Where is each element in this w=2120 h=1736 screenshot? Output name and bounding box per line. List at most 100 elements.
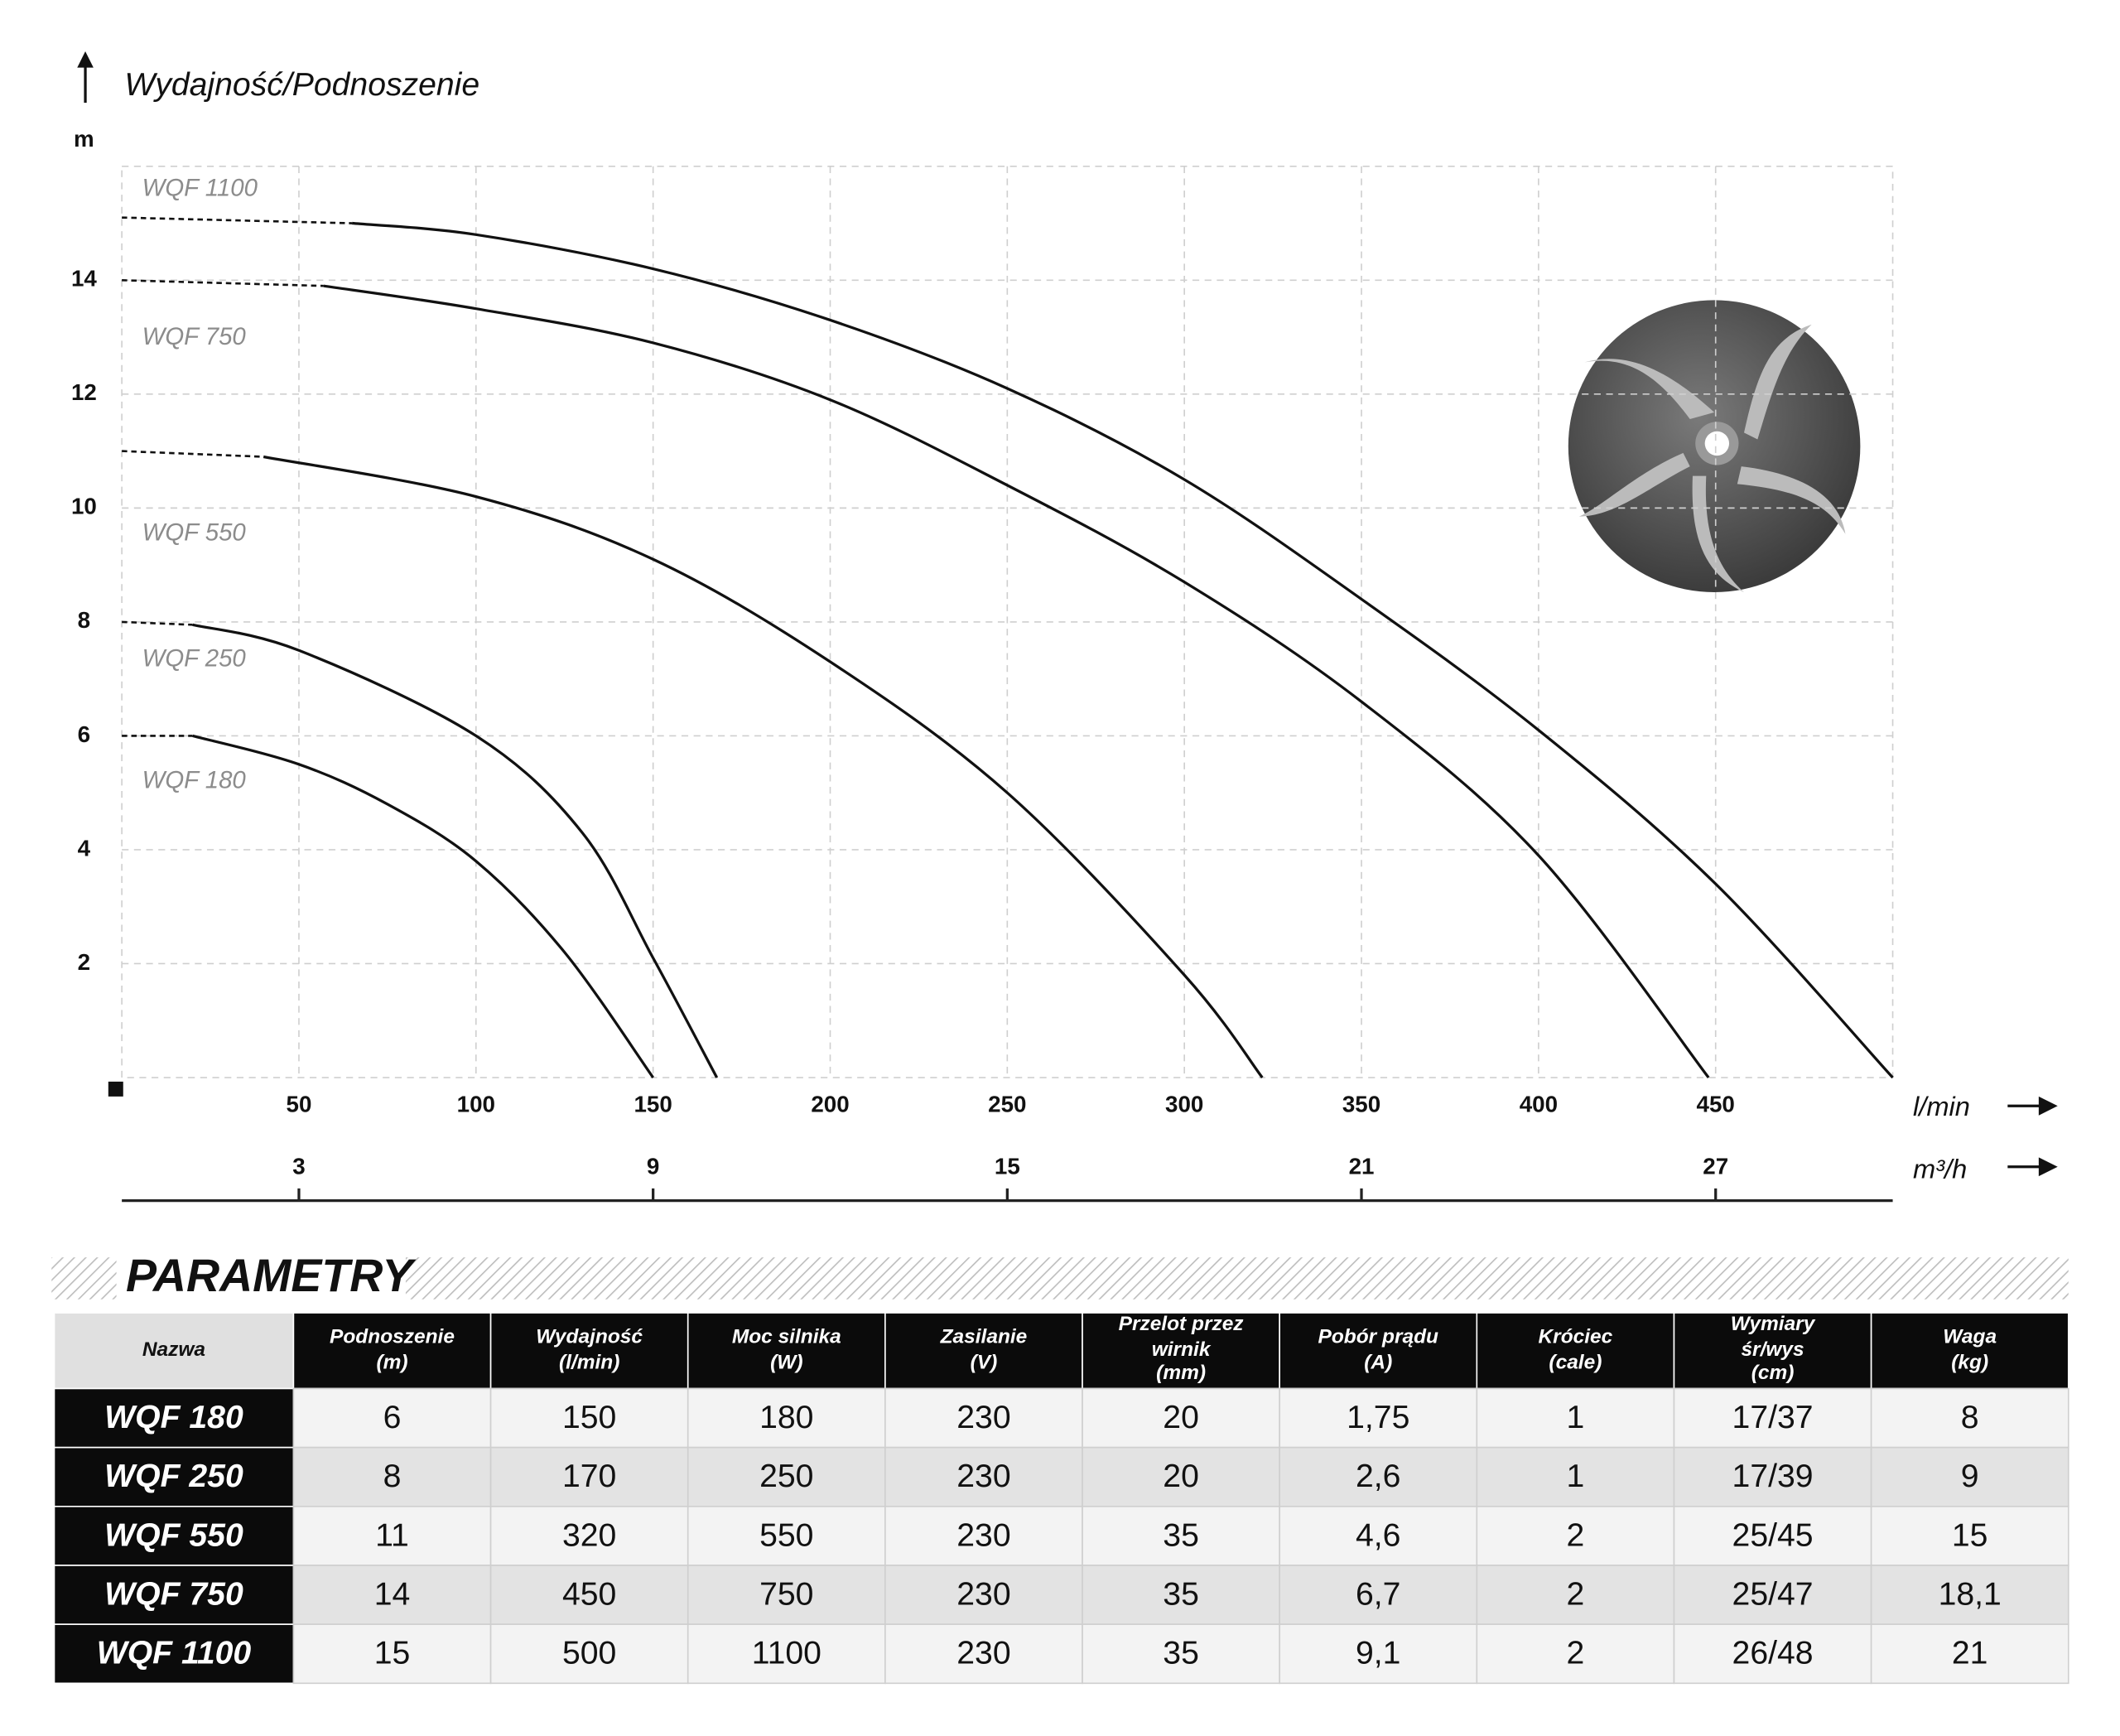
header-text: (kg) [1951,1352,1988,1374]
curve-extrapolated [122,216,353,224]
cell-text: 750 [759,1577,813,1613]
cell-text: 8 [383,1459,402,1494]
cell-text: 4,6 [1356,1517,1400,1553]
x2-tick-label: 15 [995,1154,1020,1179]
cell-text: 18,1 [1939,1577,2002,1613]
table-cell [1673,1446,1872,1507]
cell-text: 1,75 [1347,1400,1409,1435]
header-text: Podnoszenie [330,1326,455,1348]
cell-text: 20 [1163,1400,1199,1435]
x-tick-label: 50 [287,1092,312,1117]
cell-text: 1 [1567,1459,1585,1494]
header-text: Waga [1943,1326,1997,1348]
table-cell [687,1387,886,1449]
header-cell [884,1312,1083,1390]
table-cell [1870,1623,2069,1685]
cell-text: 26/48 [1732,1636,1814,1671]
curve [351,221,1894,1079]
header-text: Wymiary [1731,1313,1816,1335]
table-cell [1279,1623,1478,1685]
header-cell [1279,1312,1478,1390]
cell-text: 8 [1961,1400,1979,1435]
x-tick-label: 200 [811,1092,849,1117]
header-text: Króciec [1539,1326,1613,1348]
series-label: WQF 1100 [142,174,258,201]
x2-tick-label: 9 [647,1154,659,1179]
header-text: Zasilanie [940,1326,1028,1348]
cell-text: 2 [1567,1517,1585,1553]
header-cell [53,1312,295,1390]
x2-tick-label: 21 [1349,1154,1375,1179]
x-unit: l/min [1913,1091,1970,1121]
table-cell [489,1506,689,1566]
curve [263,455,1264,1079]
series-label: WQF 550 [142,519,247,547]
cell-text: 15 [374,1636,411,1671]
curve [192,734,654,1078]
row-name: WQF 750 [104,1577,243,1613]
cell-text: 25/45 [1732,1517,1814,1553]
curve-extrapolated [122,450,264,458]
x-tick-label: 100 [457,1092,495,1117]
x-tick-label: 150 [634,1092,672,1117]
header-text: Pobór prądu [1318,1326,1439,1348]
table-cell [687,1623,886,1685]
cell-text: 230 [956,1577,1010,1613]
curve-extrapolated [122,620,193,626]
header-text: wirnik [1152,1338,1212,1361]
cell-text: 17/39 [1732,1459,1814,1494]
y-tick-label: 8 [78,607,90,633]
table-cell [1082,1565,1280,1625]
header-text: (m) [376,1352,407,1374]
header-text: Wydajność [536,1326,643,1348]
cell-text: 2 [1567,1577,1585,1613]
cell-text: 150 [562,1400,616,1435]
table-cell [1673,1387,1872,1449]
cell-text: 6 [383,1400,402,1435]
cell-text: 450 [562,1577,616,1613]
table-title: PARAMETRY [126,1250,417,1301]
header-text: Moc silnika [732,1326,841,1348]
table-cell [1476,1387,1675,1449]
series-label: WQF 250 [142,644,247,672]
table-cell [1673,1565,1872,1625]
header-cell [1673,1312,1872,1390]
cell-text: 230 [956,1636,1010,1671]
table-cell [292,1565,492,1625]
table-cell [1279,1506,1478,1566]
title-hatch [405,1257,2069,1300]
row-name-cell [53,1623,295,1685]
header-text: (V) [971,1352,998,1374]
cell-text: 15 [1952,1517,1988,1553]
cell-text: 500 [562,1636,616,1671]
cell-text: 6,7 [1356,1577,1400,1613]
cell-text: 170 [562,1459,616,1494]
header-text: (l/min) [559,1352,619,1374]
row-name: WQF 550 [104,1517,243,1553]
table-cell [1082,1623,1280,1685]
y-unit: m [74,126,94,152]
table-cell [884,1565,1083,1625]
header-text: Nazwa [142,1338,205,1361]
header-text: (W) [770,1352,802,1374]
header-text: (cale) [1549,1352,1602,1374]
cell-text: 35 [1163,1517,1199,1553]
x-tick-label: 300 [1165,1092,1203,1117]
x2-unit: m³/h [1913,1153,1967,1184]
table-cell [884,1387,1083,1449]
table-cell [292,1506,492,1566]
series-label: WQF 750 [142,323,247,350]
cell-text: 250 [759,1459,813,1494]
x-tick-label: 450 [1697,1092,1735,1117]
header-text: (cm) [1751,1362,1795,1384]
row-name-cell [53,1506,295,1566]
y-tick-label: 4 [78,835,91,861]
table-cell [1279,1387,1478,1449]
table-cell [1279,1565,1478,1625]
cell-text: 9,1 [1356,1636,1400,1671]
table-cell [1279,1446,1478,1507]
impeller-image [1568,300,1861,592]
table-cell [1476,1565,1675,1625]
cell-text: 20 [1163,1459,1199,1494]
